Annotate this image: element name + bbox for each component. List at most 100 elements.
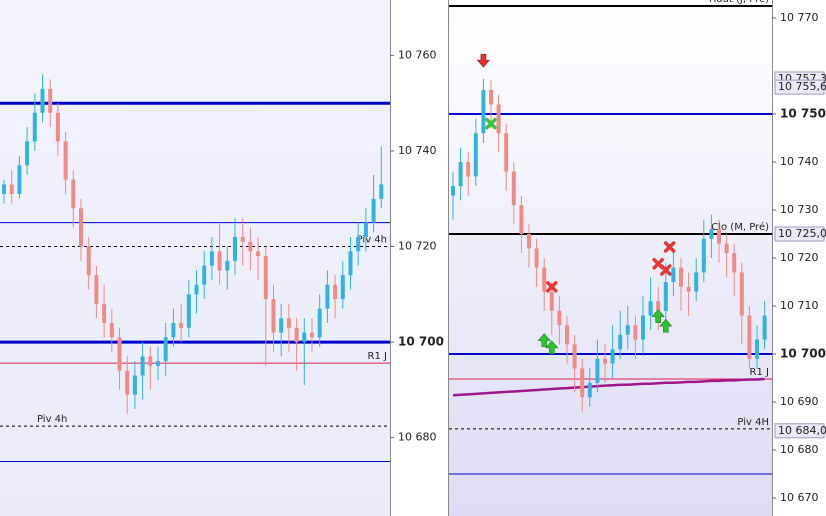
candle-body: [217, 251, 222, 271]
candle-body: [171, 322, 176, 338]
candle-body: [572, 344, 577, 369]
candle-body: [656, 301, 661, 311]
buy-arrow: [537, 333, 551, 347]
candle-body: [263, 256, 268, 300]
candle-body: [256, 251, 261, 257]
y-tick-label: 10 670: [780, 491, 819, 504]
candle-body: [610, 349, 615, 364]
level-label: R1 J: [368, 351, 387, 362]
left-panel-bg: [0, 0, 390, 516]
y-tick-label: 10 720: [780, 251, 819, 264]
price-tag-label: 10 725,0: [778, 227, 826, 240]
candle-body: [102, 303, 107, 323]
candle-body: [565, 325, 569, 345]
candle-body: [709, 229, 714, 239]
candle-body: [63, 141, 68, 180]
level-label: R1 J: [750, 367, 769, 378]
red-cross: [546, 281, 558, 293]
candle-body: [156, 361, 160, 366]
red-cross: [663, 241, 676, 253]
candle-body: [363, 222, 368, 237]
candle-body: [302, 332, 307, 343]
candle-body: [641, 315, 645, 340]
candle-body: [466, 162, 471, 177]
candle-body: [310, 332, 314, 338]
candle-body: [9, 184, 14, 194]
level-label: Piv 4h: [357, 235, 387, 246]
candle-body: [71, 179, 76, 209]
candle-body: [86, 246, 91, 276]
candle-body: [40, 88, 45, 113]
y-tick-label: 10 700: [398, 335, 444, 349]
candle-body: [527, 234, 531, 249]
candle-body: [140, 356, 145, 376]
candle-body: [163, 337, 168, 362]
y-tick-label: 10 710: [780, 299, 819, 312]
y-tick-label: 10 720: [398, 240, 437, 253]
level-label: Clo (M, Pré): [711, 221, 769, 233]
candle-body: [194, 284, 199, 295]
candle-body: [481, 90, 486, 134]
candle-body: [117, 337, 122, 371]
candle-body: [340, 275, 345, 300]
level-label: Piv 4h: [37, 414, 67, 425]
candle-body: [25, 141, 30, 166]
y-tick-label: 10 690: [780, 395, 819, 408]
candle-body: [55, 112, 60, 142]
candle-body: [325, 284, 330, 309]
candle-body: [317, 308, 322, 338]
candle-body: [618, 334, 623, 350]
candle-body: [603, 358, 607, 364]
candle-body: [739, 272, 744, 316]
buy-arrow: [659, 318, 673, 333]
candle-body: [519, 205, 524, 234]
price-tag-label: 10 755,6: [778, 80, 826, 93]
price-tag-label: 10 684,0: [778, 424, 826, 437]
candle-body: [148, 356, 153, 366]
y-tick-label: 10 730: [780, 203, 819, 216]
candle-body: [762, 315, 767, 340]
candle-body: [625, 325, 630, 335]
candle-body: [209, 251, 214, 266]
moving-average: [452, 377, 765, 397]
candle-body: [179, 322, 184, 328]
candle-body: [225, 260, 230, 271]
candle-body: [549, 291, 554, 311]
red-cross: [660, 264, 672, 276]
candle-body: [294, 327, 299, 343]
candle-body: [694, 272, 699, 292]
candle-body: [587, 382, 592, 398]
candle-body: [504, 133, 509, 172]
candle-body: [496, 104, 501, 134]
sell-arrow: [476, 53, 491, 68]
candle-body: [356, 236, 361, 252]
y-tick-label: 10 740: [780, 155, 819, 168]
candle-body: [79, 208, 83, 247]
y-tick-label: 10 770: [780, 11, 819, 24]
candle-body: [94, 275, 99, 304]
candle-body: [279, 318, 284, 333]
candle-body: [240, 236, 245, 242]
candle-body: [348, 251, 353, 276]
candle-body: [132, 375, 137, 395]
candle-body: [202, 265, 207, 285]
candle-body: [747, 315, 752, 359]
candle-body: [473, 133, 478, 177]
candle-body: [451, 186, 455, 196]
candle-body: [595, 358, 600, 383]
candle-body: [534, 248, 539, 268]
candle-body: [663, 282, 668, 311]
candle-body: [648, 301, 653, 316]
candle-body: [732, 253, 737, 273]
candle-body: [701, 238, 706, 273]
right-panel-bg: [449, 0, 772, 516]
y-tick-label: 10 680: [398, 431, 437, 444]
price-tag-box: [774, 226, 825, 242]
candle-body: [686, 286, 691, 292]
level-label: Haut (J, Pré): [709, 0, 769, 5]
candle-body: [2, 184, 6, 194]
candle-body: [32, 112, 37, 142]
candle-body: [125, 370, 130, 395]
level-label: Piv 4H: [737, 417, 769, 428]
candle-body: [717, 229, 721, 244]
